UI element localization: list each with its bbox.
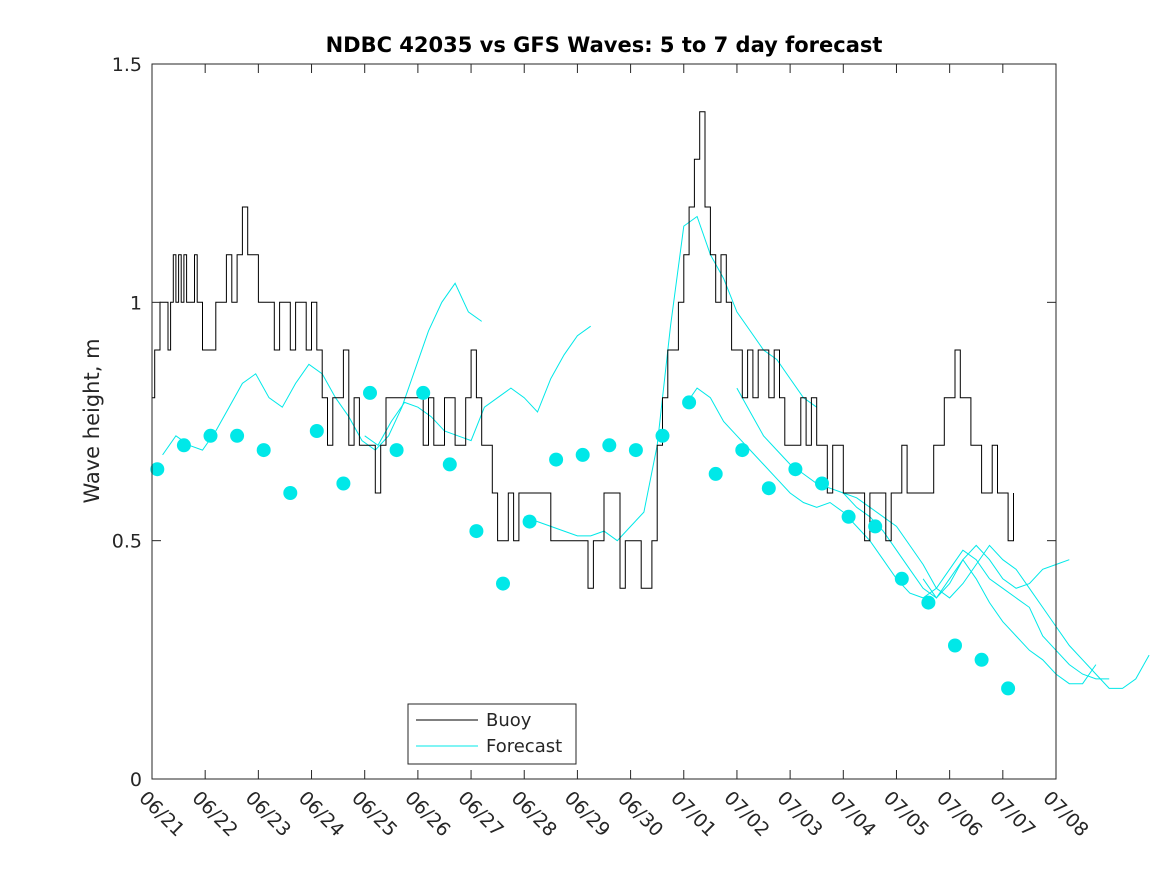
forecast-point [735,443,750,458]
chart-title: NDBC 42035 vs GFS Waves: 5 to 7 day fore… [326,33,883,57]
forecast-point [948,638,962,653]
forecast-point [682,395,697,410]
forecast-point [522,514,537,529]
forecast-point [628,443,643,458]
forecast-point [761,481,776,496]
forecast-point [203,428,218,443]
y-axis-label: Wave height, m [80,338,104,503]
forecast-point [974,652,989,667]
forecast-point [1001,681,1016,696]
y-tick-label: 1.5 [112,54,142,76]
y-tick-label: 0 [130,769,142,791]
axes-box [151,63,1057,780]
forecast-point [602,438,617,453]
legend: Buoy Forecast [407,703,577,765]
forecast-point [496,576,510,591]
forecast-point [868,519,883,534]
forecast-point [309,424,324,438]
forecast-run-line-1 [364,325,591,447]
forecast-point [176,438,191,453]
forecast-point [549,452,564,467]
y-tick-label: 1 [130,292,142,314]
forecast-point [150,462,165,477]
forecast-run-line-4 [736,387,1150,689]
forecast-point [894,571,909,586]
forecast-run-line-2 [524,215,817,542]
forecast-point [655,428,670,443]
forecast-point [442,457,457,472]
forecast-point [788,462,803,477]
y-axis: 0 0.5 1 1.5 [112,54,1056,791]
forecast-point [230,428,245,443]
forecast-point [575,447,590,462]
forecast-point [389,443,404,458]
legend-box [407,703,577,765]
forecast-point [469,524,484,539]
forecast-point [708,466,723,481]
legend-forecast-label: Forecast [486,736,562,757]
forecast-point [283,486,298,500]
forecast-point [363,385,377,400]
y-tick-label: 0.5 [112,531,142,553]
forecast-point [841,509,856,524]
forecast-point [256,443,271,458]
forecast-run-line-6 [922,544,1070,599]
forecast-point [815,476,829,491]
forecast-point [921,595,936,610]
legend-buoy-label: Buoy [486,710,532,731]
buoy-line [152,111,1014,589]
forecast-point [336,476,351,491]
plot-area [150,111,1150,696]
forecast-point [416,385,431,400]
